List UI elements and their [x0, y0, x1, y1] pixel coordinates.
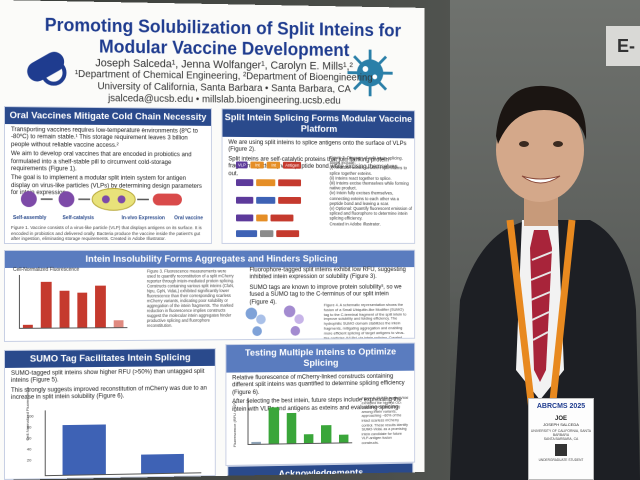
- bar-positive-control: [269, 407, 279, 444]
- y-axis-label: Fluorescence (RFU x 10³): [232, 401, 237, 448]
- y-tick: 20: [26, 457, 32, 463]
- bar-vidal-scarless-mcherry: [286, 413, 297, 444]
- intein-block: Int: [250, 161, 265, 169]
- bar-a: [62, 424, 106, 475]
- intein-comparison-chart: [247, 397, 353, 445]
- pill-logo-icon: [27, 52, 67, 87]
- bullet-text: Fluorophore-tagged split inteins exhibit…: [249, 266, 406, 281]
- x-axis: [18, 327, 128, 329]
- figure-note: (i) Reaction occurs between split intein…: [329, 165, 407, 176]
- y-axis: [247, 397, 249, 445]
- sumo-fusion-diagram: [245, 305, 304, 337]
- splicing-step: [236, 196, 302, 205]
- badge-role: UNDERGRADUATE STUDENT: [538, 458, 584, 462]
- bar-cfater-scarless-mcherry: [304, 433, 314, 444]
- qr-code-icon: [555, 444, 567, 456]
- figure-label: Self-assembly: [12, 215, 47, 222]
- bar-sumo-cfater: [338, 434, 349, 443]
- virus-logo-icon: [346, 47, 395, 98]
- bullet-text: Relative fluorescence of mCherry-linked …: [232, 372, 405, 396]
- figure-note: Created in Adobe Illustrator.: [329, 221, 381, 227]
- badge-name: JOE: [554, 416, 567, 422]
- figure-note: (v) Optional: Quantify fluorescent emiss…: [329, 205, 412, 221]
- bar-c6: [113, 319, 124, 328]
- vlp-block: VLP: [236, 161, 248, 169]
- x-axis: [247, 442, 353, 445]
- bullet-text: We aim to develop oral vaccines that are…: [10, 150, 192, 173]
- y-tick: 40: [26, 446, 32, 452]
- panel-insolubility: Intein Insolubility Forms Aggregates and…: [3, 249, 416, 342]
- panel-heading: Testing Multiple Inteins to Optimize Spl…: [226, 343, 415, 373]
- figure-caption: Figure 1. Vaccine consists of a virus-li…: [10, 225, 202, 242]
- figure-label: In-vivo Expression: [121, 215, 165, 222]
- bullet-text: We are using split inteins to splice ant…: [228, 138, 407, 154]
- chart-title: Cell-Normalized Fluorescence: [12, 266, 80, 273]
- panel-heading: Oral Vaccines Mitigate Cold Chain Necess…: [4, 107, 211, 126]
- name-badge: ABRCMS 2025 JOE JOSEPH SALCEDA UNIVERSIT…: [528, 398, 594, 480]
- y-tick: 80: [26, 424, 32, 430]
- poster-title: Promoting Solubilization of Split Intein…: [44, 14, 402, 61]
- panel-testing-inteins: Testing Multiple Inteins to Optimize Spl…: [225, 342, 416, 466]
- splicing-step: [236, 178, 302, 187]
- bar-c2: [41, 282, 52, 328]
- bullet-text: Transporting vaccines requires low-tempe…: [10, 126, 198, 149]
- splicing-step: [236, 229, 300, 238]
- panel-heading: SUMO Tag Facilitates Intein Splicing: [4, 349, 215, 368]
- panel-oral-vaccines: Oral Vaccines Mitigate Cold Chain Necess…: [3, 106, 212, 244]
- badge-full-name: JOSEPH SALCEDA: [543, 422, 579, 427]
- bar-c3: [59, 290, 70, 328]
- bar-sumo-vidal: [321, 424, 331, 443]
- antigen-block: Antigen: [283, 161, 302, 169]
- splicing-step: [236, 213, 294, 222]
- figure-caption: Figure 4. A schematic representation sho…: [323, 301, 407, 342]
- figure-label: Self-catalysis: [62, 215, 95, 222]
- figure-notes: Figure 2. Diagram of split intein splici…: [330, 155, 413, 226]
- y-axis: [44, 410, 46, 477]
- poster-authors: Joseph Salceda¹, Jenna Wolfanger¹, Carol…: [50, 57, 397, 108]
- y-tick: 100: [26, 413, 34, 419]
- bar-negative-control: [251, 442, 262, 444]
- figure-caption: Figure 3. Fluorescence measurements were…: [146, 268, 235, 328]
- research-poster: Promoting Solubilization of Split Intein…: [0, 0, 425, 480]
- splicing-step: VLP Int Int Antigen: [236, 160, 302, 169]
- figure-note: (iii) Inteins excise themselves while fo…: [329, 180, 409, 191]
- bar-c4: [77, 292, 88, 328]
- vaccine-workflow-figure: [20, 185, 182, 229]
- bullet-text: This strongly suggests improved reconsti…: [10, 384, 207, 402]
- bar-b: [141, 453, 184, 474]
- figure-caption: Figure 6. SUMO-tagged Vidal exhibited th…: [361, 395, 409, 446]
- panel-sumo: SUMO Tag Facilitates Intein Splicing SUM…: [3, 348, 216, 480]
- figure-note: (iv) Intein fully excises themselves, co…: [329, 190, 399, 206]
- panel-heading: Split Intein Splicing Forms Modular Vacc…: [222, 109, 415, 139]
- fluorescence-bar-chart: [18, 274, 128, 329]
- badge-event: ABRCMS 2025: [536, 403, 586, 410]
- sumo-bar-chart: [44, 408, 202, 477]
- badge-city: SANTA BARBARA, CA: [543, 437, 579, 441]
- panel-splicing: Split Intein Splicing Forms Modular Vacc…: [221, 108, 416, 244]
- bar-c1: [23, 324, 34, 328]
- bar-c5: [95, 286, 106, 328]
- figure-label: Oral vaccine: [174, 215, 203, 222]
- figure-note: Figure 2. Diagram of split intein splici…: [329, 155, 403, 166]
- badge-school: UNIVERSITY OF CALIFORNIA, SANTA BARBARA: [530, 429, 592, 437]
- y-tick: 60: [26, 435, 32, 441]
- y-axis: [18, 274, 20, 329]
- intein-block: Int: [266, 161, 281, 169]
- y-ticks: 100 80 60 40 20: [27, 411, 34, 466]
- room-sign: E-: [606, 26, 640, 66]
